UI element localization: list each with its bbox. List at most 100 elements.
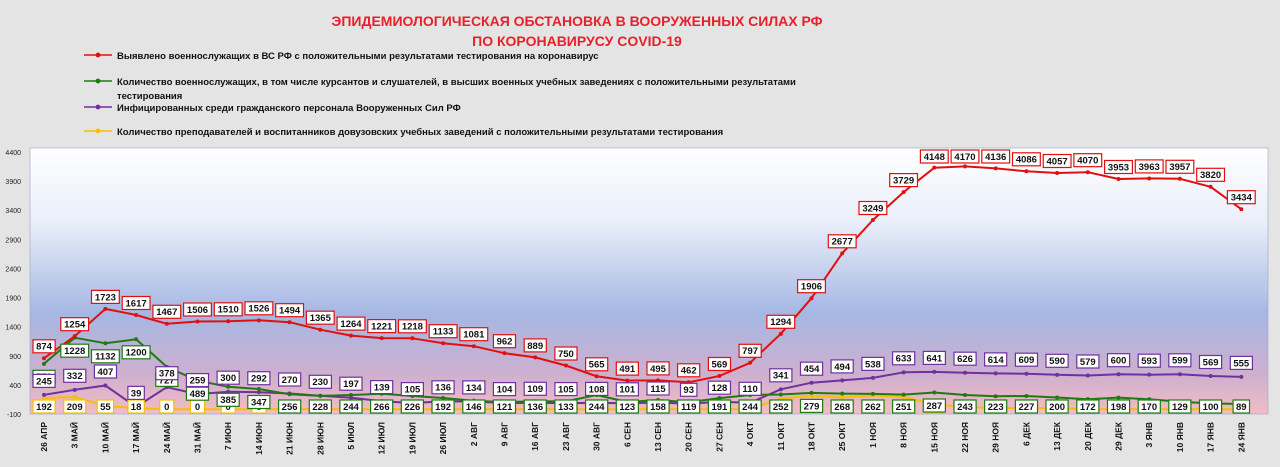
data-label-civilians: 633 <box>891 351 916 366</box>
data-label-detected: 1218 <box>397 319 427 334</box>
data-label-students: 158 <box>646 399 670 414</box>
data-label-civilians: 538 <box>861 356 885 371</box>
y-tick-label: 4400 <box>5 150 21 157</box>
data-label-students: 262 <box>861 399 885 414</box>
data-label-value: 3249 <box>862 203 883 214</box>
x-tick-label: 29 НОЯ <box>991 422 1001 453</box>
data-label-value: 1228 <box>64 346 85 357</box>
point-students <box>1024 393 1029 398</box>
data-label-value: 1221 <box>371 322 393 333</box>
data-label-value: 256 <box>282 402 298 413</box>
data-label-box <box>247 394 271 410</box>
data-label-value: 341 <box>773 371 790 382</box>
data-label-detected: 495 <box>646 361 670 376</box>
data-label-value: 0 <box>226 402 231 413</box>
data-label-box <box>159 399 175 414</box>
point-civilians <box>72 387 77 392</box>
data-label-value: 889 <box>527 341 543 352</box>
data-label-civilians: 593 <box>1137 353 1161 368</box>
data-label-students: 227 <box>1014 399 1039 414</box>
x-tick-label: 11 ОКТ <box>776 421 786 450</box>
point-civilians <box>1239 374 1244 379</box>
chart-title: ЭПИДЕМИОЛОГИЧЕСКАЯ ОБСТАНОВКА В ВООРУЖЕН… <box>331 13 822 49</box>
data-label-detected: 565 <box>584 357 609 372</box>
data-label-value: 292 <box>251 374 267 385</box>
data-label-box <box>738 381 762 396</box>
data-label-box <box>1073 153 1103 168</box>
data-label-value: 555 <box>1233 358 1250 369</box>
data-label-box <box>1045 353 1069 368</box>
data-label-value: 641 <box>926 353 943 364</box>
data-label-box <box>646 361 670 376</box>
data-label-box <box>339 399 363 414</box>
data-label-detected: 4148 <box>919 149 949 164</box>
x-tick-label: 24 МАЙ <box>161 422 172 453</box>
y-tick-label: 1900 <box>5 296 21 303</box>
point-detected <box>656 378 660 383</box>
x-tick-label: 23 АВГ <box>561 422 571 451</box>
point-students <box>1055 395 1060 400</box>
data-label-detected: 962 <box>492 334 517 349</box>
data-label-civilians: 108 <box>584 381 609 396</box>
series-line-detected <box>43 165 1242 384</box>
data-label-box <box>1196 167 1226 182</box>
data-label-value: 244 <box>742 402 759 413</box>
data-label-value: 590 <box>1049 356 1065 367</box>
data-label-value: 378 <box>159 369 175 380</box>
point-civilians <box>1208 374 1213 379</box>
x-tick-label: 6 СЕН <box>622 422 632 447</box>
data-label-civilians: 614 <box>983 352 1008 367</box>
data-label-box <box>1134 159 1164 174</box>
point-teachers <box>840 395 845 400</box>
legend-label-civilians: Инфицированных среди гражданского персон… <box>117 103 461 114</box>
chart-title-line-2: ПО КОРОНАВИРУСУ COVID-19 <box>472 33 682 49</box>
x-tick-label: 26 ИЮЛ <box>438 422 448 454</box>
data-label-value: 1132 <box>95 352 116 363</box>
data-label-teachers: 0 <box>189 399 206 414</box>
point-civilians <box>42 392 46 397</box>
data-label-box <box>60 317 90 332</box>
point-civilians <box>932 369 937 374</box>
data-label-value: 119 <box>681 402 696 413</box>
x-tick-label: 22 НОЯ <box>960 422 970 453</box>
x-tick-label: 5 ИЮЛ <box>346 422 356 450</box>
data-label-value: 385 <box>220 395 237 406</box>
data-label-detected: 1526 <box>244 301 274 316</box>
data-label-value: 489 <box>190 389 206 400</box>
data-label-value: 1906 <box>801 282 822 293</box>
data-label-value: 245 <box>36 376 53 387</box>
data-label-box <box>766 314 796 329</box>
point-students <box>993 394 998 399</box>
point-civilians <box>963 370 967 375</box>
point-detected <box>441 341 446 346</box>
data-label-box <box>1076 354 1100 369</box>
y-tick-label: 1400 <box>5 325 21 332</box>
data-label-box <box>523 338 547 353</box>
data-label-box <box>950 149 980 164</box>
y-tick-label: 3400 <box>5 208 21 215</box>
data-label-value: 565 <box>589 360 606 371</box>
data-label-box <box>523 399 547 414</box>
data-label-value: 1133 <box>433 327 454 338</box>
data-label-detected: 3953 <box>1103 159 1133 175</box>
data-label-value: 129 <box>1172 402 1188 413</box>
data-label-value: 172 <box>1080 402 1096 413</box>
data-label-students: 244 <box>584 399 609 414</box>
legend-marker-teachers <box>95 128 101 134</box>
point-detected <box>1177 176 1182 181</box>
data-label-value: 4170 <box>954 152 975 163</box>
data-label-box <box>799 361 824 376</box>
data-label-civilians: 555 <box>1229 355 1254 370</box>
data-label-box <box>861 356 885 371</box>
data-label-value: 104 <box>497 385 514 396</box>
data-label-students: 200 <box>1045 399 1069 414</box>
data-label-value: 3953 <box>1108 162 1129 173</box>
data-label-civilians: 300 <box>216 370 240 385</box>
x-tick-label: 30 АВГ <box>592 422 602 451</box>
x-tick-label: 4 ОКТ <box>745 421 755 446</box>
data-label-box <box>308 399 332 414</box>
data-label-box <box>983 399 1008 414</box>
data-label-value: 4070 <box>1077 156 1098 167</box>
data-label-box <box>830 399 854 414</box>
data-label-civilians: 105 <box>554 382 578 397</box>
